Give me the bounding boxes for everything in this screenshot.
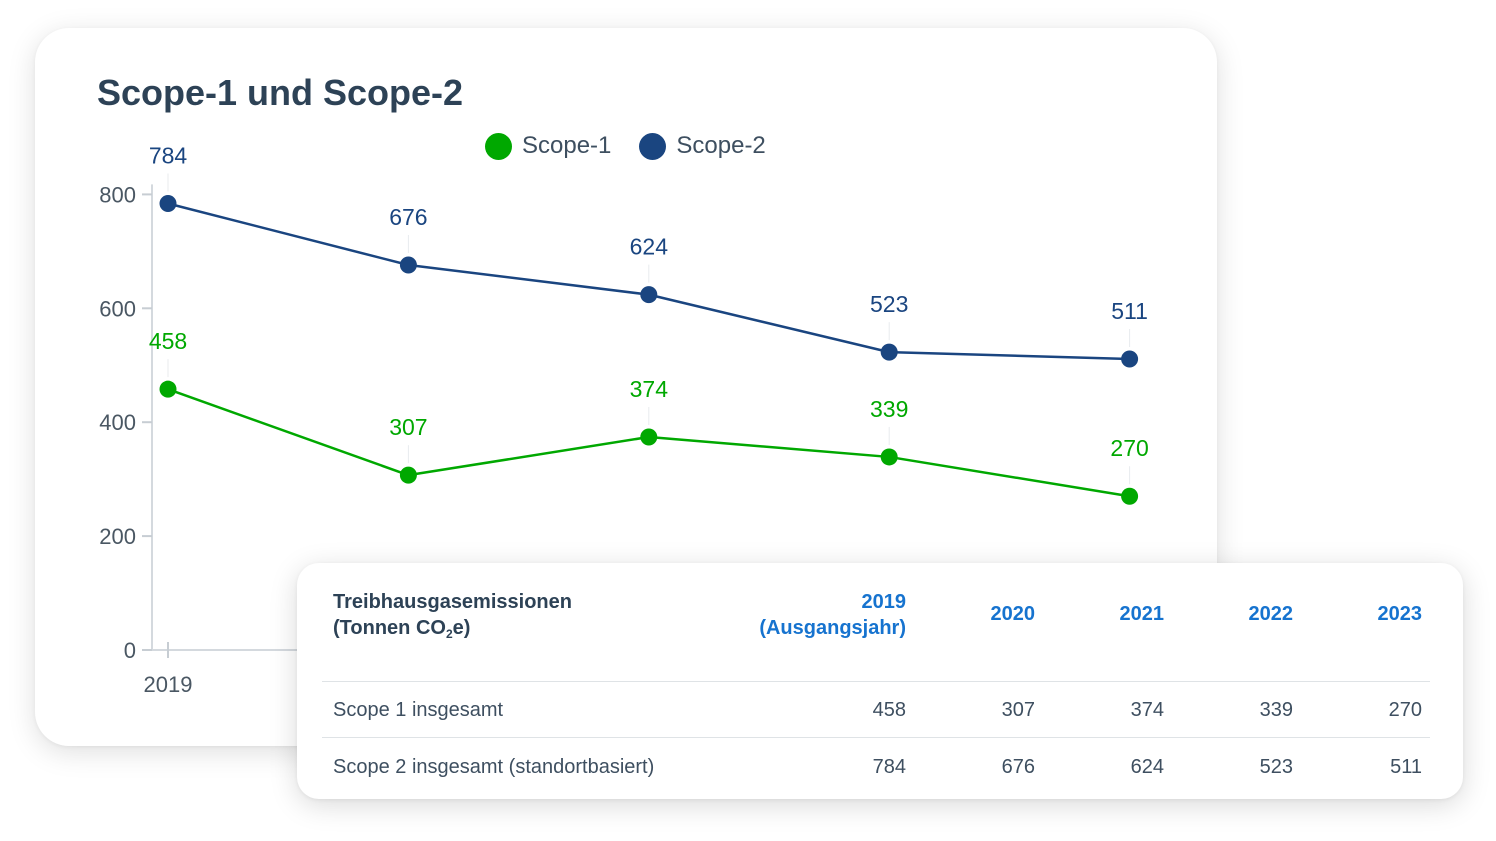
data-label-scope-1: 458 — [149, 328, 187, 354]
legend-marker-scope-2 — [639, 132, 667, 160]
data-point-scope-1 — [640, 428, 658, 446]
y-tick-label: 200 — [99, 524, 136, 549]
table-header-metric-line1: Treibhausgasemissionen — [333, 591, 572, 613]
emissions-table: Treibhausgasemissionen (Tonnen CO2e) 201… — [297, 563, 1463, 799]
table-header-metric-line2-suffix: e) — [452, 617, 471, 639]
cell-scope-2-2020: 676 — [1001, 756, 1035, 778]
legend-item-scope-1[interactable]: Scope-1 — [485, 132, 611, 160]
legend-label-scope-2: Scope-2 — [676, 132, 766, 159]
table-divider — [322, 681, 1430, 682]
legend-item-scope-2[interactable]: Scope-2 — [639, 132, 766, 160]
data-point-scope-2 — [159, 195, 177, 213]
y-tick-label: 0 — [124, 638, 136, 663]
table-header-year: 2019 — [861, 591, 907, 613]
data-label-scope-2: 784 — [149, 143, 188, 169]
y-tick-label: 800 — [99, 182, 136, 207]
data-label-scope-1: 270 — [1110, 435, 1148, 461]
data-label-scope-2: 624 — [630, 234, 669, 260]
chart-title: Scope-1 und Scope-2 — [97, 72, 464, 113]
table-divider — [322, 737, 1430, 738]
cell-scope-1-2020: 307 — [1001, 699, 1035, 721]
data-label-scope-1: 339 — [870, 396, 908, 422]
table-header-year-2022: 2022 — [1248, 603, 1294, 625]
data-point-scope-1 — [159, 380, 177, 398]
legend-marker-scope-1 — [485, 132, 512, 160]
cell-scope-2-2019: 784 — [872, 756, 906, 778]
y-tick-label: 400 — [99, 410, 136, 435]
data-point-scope-2 — [640, 286, 658, 304]
data-point-scope-1 — [399, 466, 417, 484]
cell-scope-1-2019: 458 — [872, 699, 906, 721]
cell-scope-2-2021: 624 — [1130, 756, 1164, 778]
table-header-metric: Treibhausgasemissionen (Tonnen CO2e) — [333, 589, 572, 647]
row-label-scope-2: Scope 2 insgesamt (standortbasiert) — [333, 756, 655, 778]
y-tick-label: 600 — [99, 296, 136, 321]
cell-scope-2-2023: 511 — [1390, 756, 1422, 778]
cell-scope-1-2021: 374 — [1130, 699, 1164, 721]
table-header-year-2020: 2020 — [990, 603, 1036, 625]
table-header-year-2023: 2023 — [1377, 603, 1423, 625]
line-chart-plot: 0 200 400 600 800 2019 458 307 374 339 270 784 676 62… — [99, 143, 1217, 697]
legend-label-scope-1: Scope-1 — [522, 132, 612, 159]
x-tick-label: 2019 — [144, 672, 193, 697]
cell-scope-1-2022: 339 — [1259, 699, 1293, 721]
cell-scope-2-2022: 523 — [1259, 756, 1293, 778]
data-label-scope-2: 523 — [870, 291, 908, 317]
data-label-scope-2: 676 — [389, 204, 427, 230]
data-label-scope-1: 374 — [630, 376, 669, 402]
table-header-metric-line2-prefix: (Tonnen CO — [333, 617, 446, 639]
data-point-scope-2 — [880, 343, 898, 361]
data-label-scope-1: 307 — [389, 414, 427, 440]
data-point-scope-1 — [880, 448, 898, 466]
table-header-year-2021: 2021 — [1119, 603, 1165, 625]
table-header-year-note: (Ausgangsjahr) — [759, 617, 906, 639]
table-header-metric-subscript: 2 — [445, 627, 453, 641]
data-point-scope-2 — [1121, 350, 1139, 368]
row-label-scope-1: Scope 1 insgesamt — [333, 699, 504, 721]
chart-legend: Scope-1 Scope-2 — [485, 132, 766, 160]
data-point-scope-2 — [399, 256, 417, 274]
cell-scope-1-2023: 270 — [1388, 699, 1422, 721]
data-point-scope-1 — [1121, 487, 1139, 505]
table-header-year-2019: 2019 (Ausgangsjahr) — [759, 589, 906, 641]
data-label-scope-2: 511 — [1111, 298, 1148, 324]
